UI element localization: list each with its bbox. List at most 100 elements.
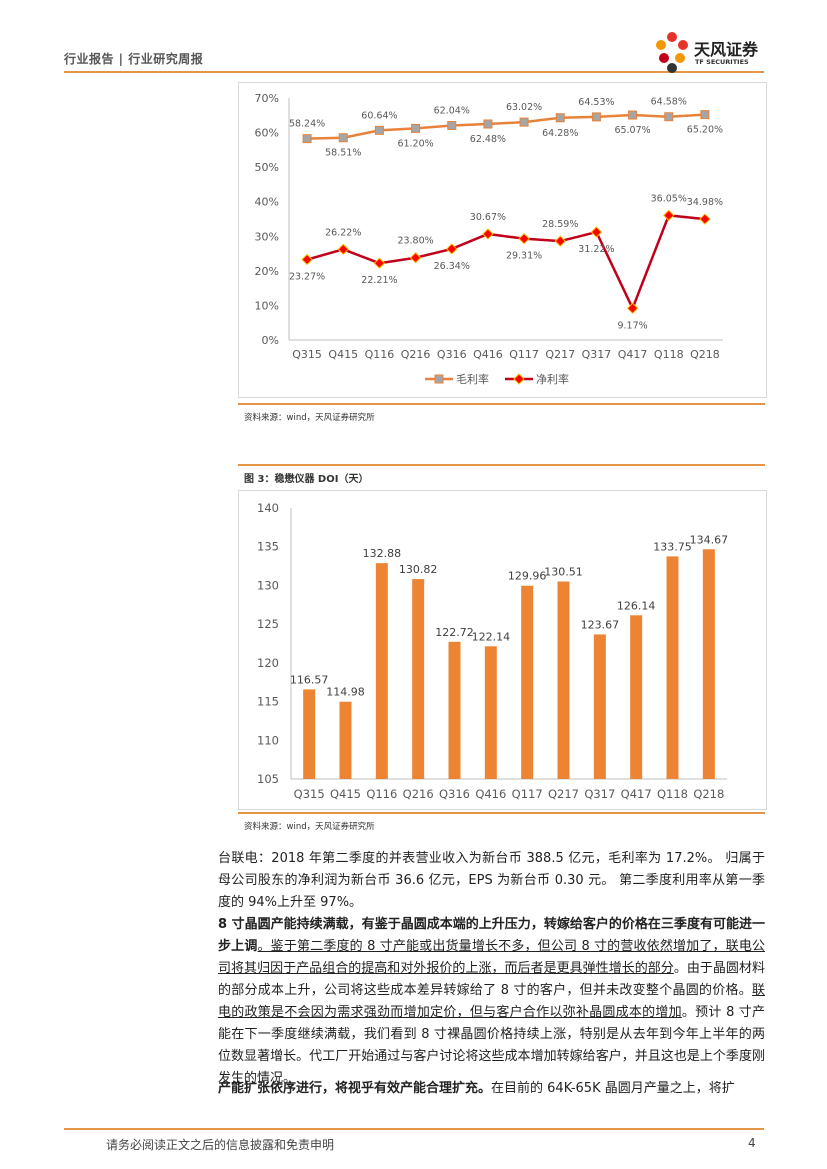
data-label: 58.51% (325, 148, 361, 159)
data-label: 31.22% (578, 244, 614, 255)
data-label: 23.27% (289, 272, 325, 283)
data-point-gross-margin (519, 117, 529, 127)
data-label: 9.17% (617, 320, 647, 331)
header-divider (64, 71, 764, 73)
data-point-gross-margin (338, 133, 348, 143)
data-label: 62.04% (434, 106, 470, 117)
data-point-gross-margin (700, 110, 710, 120)
paragraph-expansion-rest: 在目前的 64K-65K 晶圆月产量之上，将扩 (491, 1081, 735, 1096)
x-tick-label: Q315 (292, 348, 322, 361)
logo: 天风证券 TF SECURITIES (652, 30, 772, 74)
bar-value-label: 133.75 (653, 540, 692, 553)
x-tick-label: Q218 (690, 348, 720, 361)
chart1-divider (238, 403, 765, 405)
y-tick-label: 50% (255, 161, 279, 174)
x-tick-label: Q417 (621, 787, 652, 801)
x-tick-label: Q116 (366, 787, 397, 801)
x-tick-label: Q317 (582, 348, 612, 361)
legend-gross-margin-marker (434, 374, 444, 384)
x-tick-label: Q417 (618, 348, 648, 361)
y-tick-label: 110 (257, 733, 279, 747)
x-tick-label: Q415 (328, 348, 358, 361)
y-tick-label: 105 (257, 772, 279, 786)
bar (521, 585, 534, 779)
data-label: 58.24% (289, 119, 325, 130)
data-label: 29.31% (506, 251, 542, 262)
footer-disclaimer: 请务必阅读正文之后的信息披露和免责申明 (106, 1138, 335, 1152)
y-tick-label: 0% (262, 334, 279, 347)
x-tick-label: Q217 (548, 787, 579, 801)
logo-text: 天风证券 (694, 40, 759, 59)
bar-value-label: 134.67 (690, 533, 729, 546)
bar-value-label: 129.96 (508, 570, 546, 583)
paragraph-umc-results: 台联电：2018 年第二季度的并表营业收入为新台币 388.5 亿元，毛利率为 … (218, 851, 765, 910)
data-point-net-margin (482, 228, 494, 240)
data-label: 65.07% (614, 125, 650, 136)
chart2-top-divider (238, 464, 765, 466)
bar (557, 581, 570, 779)
x-tick-label: Q315 (294, 787, 325, 801)
data-label: 64.28% (542, 128, 578, 139)
x-tick-label: Q317 (584, 787, 615, 801)
y-tick-label: 10% (255, 299, 279, 312)
data-label: 22.21% (361, 275, 397, 286)
x-tick-label: Q117 (512, 787, 543, 801)
paragraph-capacity-expansion: 产能扩张依序进行，将视乎有效产能合理扩充。在目前的 64K-65K 晶圆月产量之… (218, 1078, 765, 1100)
data-point-net-margin (446, 243, 458, 255)
y-tick-label: 60% (255, 127, 279, 140)
paragraph-8inch-middle: 。由于晶圆材料的部分成本上升，公司将这些成本差异转嫁给了 8 寸的客户，但并未改… (218, 961, 765, 998)
footer-divider (64, 1128, 764, 1130)
bar-value-label: 132.88 (363, 547, 402, 560)
report-header: 行业报告 | 行业研究周报 (64, 52, 204, 66)
data-point-net-margin (590, 226, 603, 238)
data-label: 63.02% (506, 102, 542, 113)
x-tick-label: Q316 (439, 787, 470, 801)
x-tick-label: Q216 (403, 787, 434, 801)
data-label: 23.80% (397, 236, 433, 247)
legend-net-margin-label: 净利率 (536, 372, 569, 386)
doi-chart: 105 110 115 120 125 130 135 140 116.57 Q315 114.98… (238, 490, 767, 810)
chart2-source: 资料来源：wind，天风证券研究所 (244, 822, 375, 832)
y-tick-label: 125 (257, 617, 279, 631)
bar (412, 579, 425, 779)
x-tick-label: Q316 (437, 348, 467, 361)
x-tick-label: Q416 (475, 787, 506, 801)
series-line-gross-margin (307, 113, 705, 140)
x-tick-label: Q218 (693, 787, 724, 801)
paragraph-8inch-underline-1: 。鉴于第二季度的 8 寸产能或出货量增长不多，但公司 8 寸的营收依然增加了，联… (218, 939, 765, 976)
bar (702, 549, 715, 779)
y-tick-label: 135 (257, 540, 279, 554)
data-label: 64.53% (578, 97, 614, 108)
bar (303, 689, 316, 779)
data-point-gross-margin (664, 112, 674, 122)
data-point-net-margin (373, 257, 386, 269)
bar (448, 641, 461, 779)
data-point-net-margin (409, 252, 422, 264)
logo-subtext: TF SECURITIES (695, 58, 749, 66)
y-tick-label: 130 (257, 578, 279, 592)
data-label: 65.20% (687, 125, 723, 136)
data-point-gross-margin (628, 110, 638, 120)
data-point-net-margin (518, 232, 530, 245)
paragraph-8inch-end: 。预计 8 寸产能在下一季度继续满载，我们看到 8 寸裸晶圆价格持续上涨，特别是… (218, 1005, 765, 1086)
y-tick-label: 140 (257, 501, 279, 515)
data-point-gross-margin (591, 112, 601, 122)
x-tick-label: Q116 (365, 348, 395, 361)
x-tick-label: Q117 (509, 348, 539, 361)
bar-value-label: 122.72 (435, 626, 474, 639)
bar (593, 634, 606, 779)
data-point-gross-margin (447, 121, 457, 131)
data-point-gross-margin (374, 125, 384, 135)
chart2-title: 图 3：稳懋仪器 DOI（天） (244, 474, 369, 485)
bar (339, 701, 352, 779)
data-point-gross-margin (302, 134, 312, 144)
data-label: 30.67% (470, 212, 506, 223)
paragraph-8inch-lead: 8 寸晶圆产能持续满载，有鉴于晶圆成本端的上升压力，转嫁给客户的价格在三季度有可… (218, 917, 765, 954)
y-tick-label: 40% (255, 196, 279, 209)
data-point-net-margin (663, 209, 675, 222)
data-label: 61.20% (397, 138, 433, 149)
data-label: 26.34% (434, 261, 470, 272)
data-point-net-margin (337, 243, 349, 256)
x-tick-label: Q415 (330, 787, 361, 801)
y-tick-label: 120 (257, 656, 279, 670)
